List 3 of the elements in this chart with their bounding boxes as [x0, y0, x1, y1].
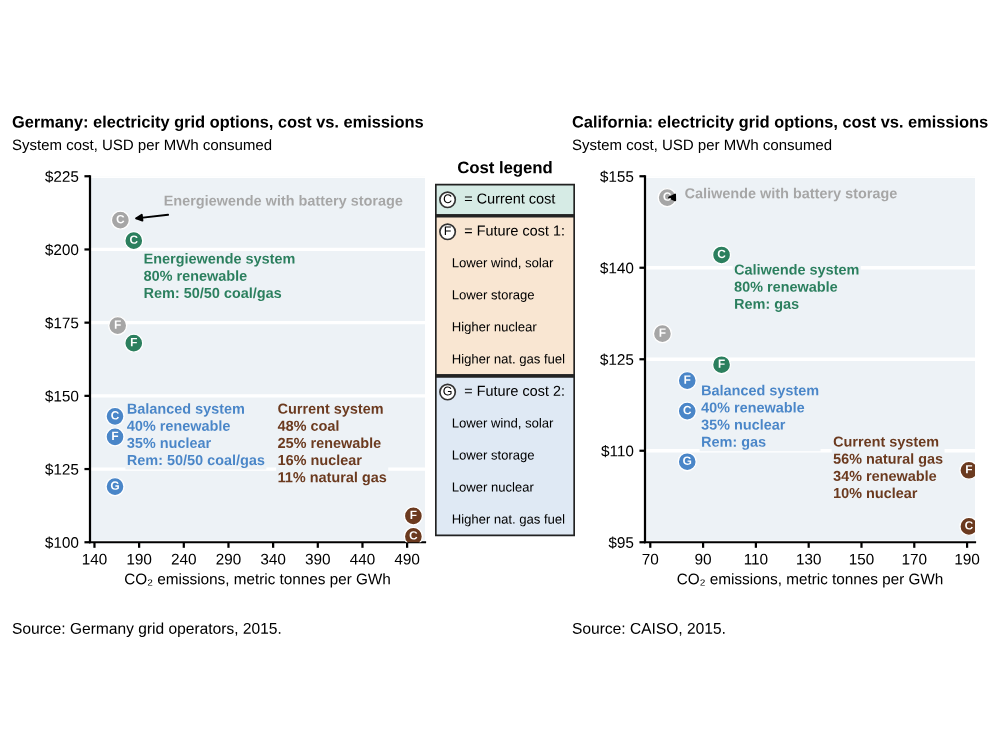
text: Cost legend	[458, 161, 552, 177]
chart-title: California: electricity grid options, cost vs. emissions	[572, 115, 988, 131]
chart-title: Germany: electricity grid options, cost vs. emissions	[12, 115, 423, 131]
